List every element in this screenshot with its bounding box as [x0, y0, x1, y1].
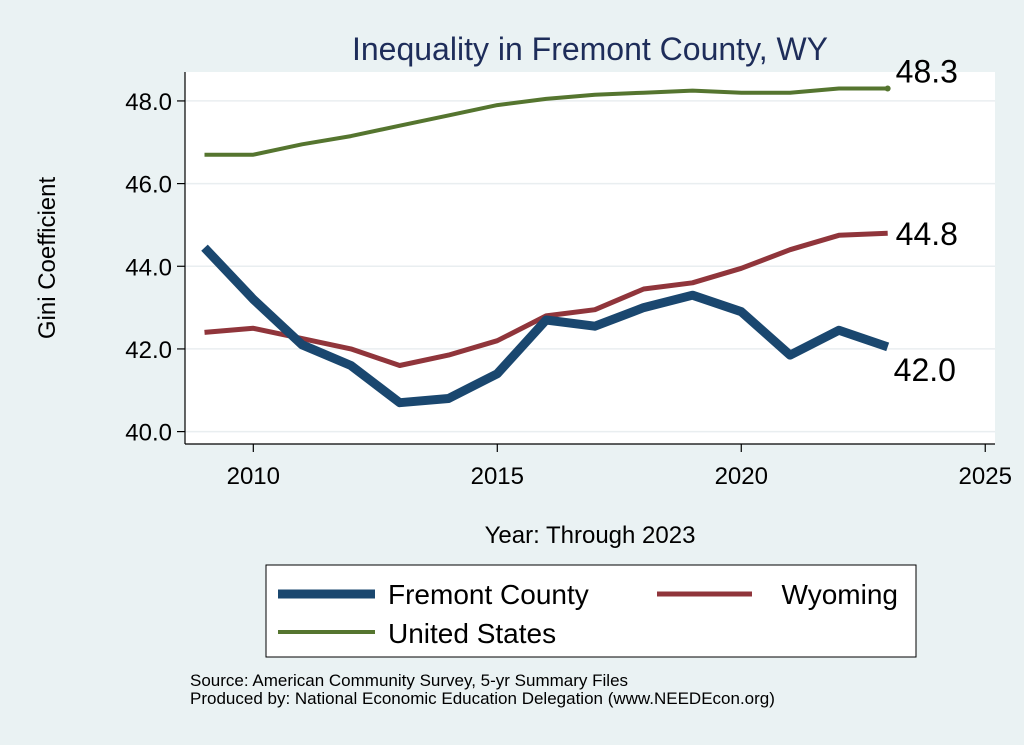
plot-area: [185, 72, 995, 444]
y-tick-label: 44.0: [125, 254, 172, 281]
fremont-end-label: 42.0: [894, 352, 956, 388]
y-axis-label: Gini Coefficient: [34, 177, 61, 340]
x-tick-label: 2015: [471, 463, 524, 490]
x-tick-label: 2020: [715, 463, 768, 490]
y-tick-label: 40.0: [125, 420, 172, 447]
source-notes: Source: American Community Survey, 5-yr …: [190, 672, 775, 708]
chart-title: Inequality in Fremont County, WY: [352, 31, 828, 67]
legend-label-us: United States: [388, 618, 556, 649]
x-axis-ticks: 2010 2015 2020 2025: [227, 444, 1012, 490]
series-lines: [201, 86, 890, 408]
us-end-label: 48.3: [896, 54, 958, 90]
y-axis-ticks: 40.0 42.0 44.0 46.0 48.0: [125, 89, 185, 447]
wyoming-end-label: 44.8: [896, 216, 958, 252]
y-tick-label: 48.0: [125, 89, 172, 116]
legend-box: [265, 564, 917, 658]
us-end-marker: [884, 85, 891, 92]
x-tick-label: 2025: [959, 463, 1012, 490]
y-tick-label: 42.0: [125, 337, 172, 364]
source-text: Source: American Community Survey, 5-yr …: [190, 671, 629, 690]
legend-label-fremont: Fremont County: [388, 579, 589, 610]
y-tick-label: 46.0: [125, 172, 172, 199]
x-tick-label: 2010: [227, 463, 280, 490]
united-states-line: [204, 86, 888, 157]
legend: Fremont County Wyoming United States: [265, 564, 917, 658]
produced-by-text: Produced by: National Economic Education…: [190, 689, 775, 708]
legend-label-wyoming: Wyoming: [782, 579, 898, 610]
x-axis-label: Year: Through 2023: [485, 522, 696, 549]
fremont-county-line: [201, 244, 890, 408]
end-labels: 42.0 44.8 48.3: [884, 54, 958, 388]
